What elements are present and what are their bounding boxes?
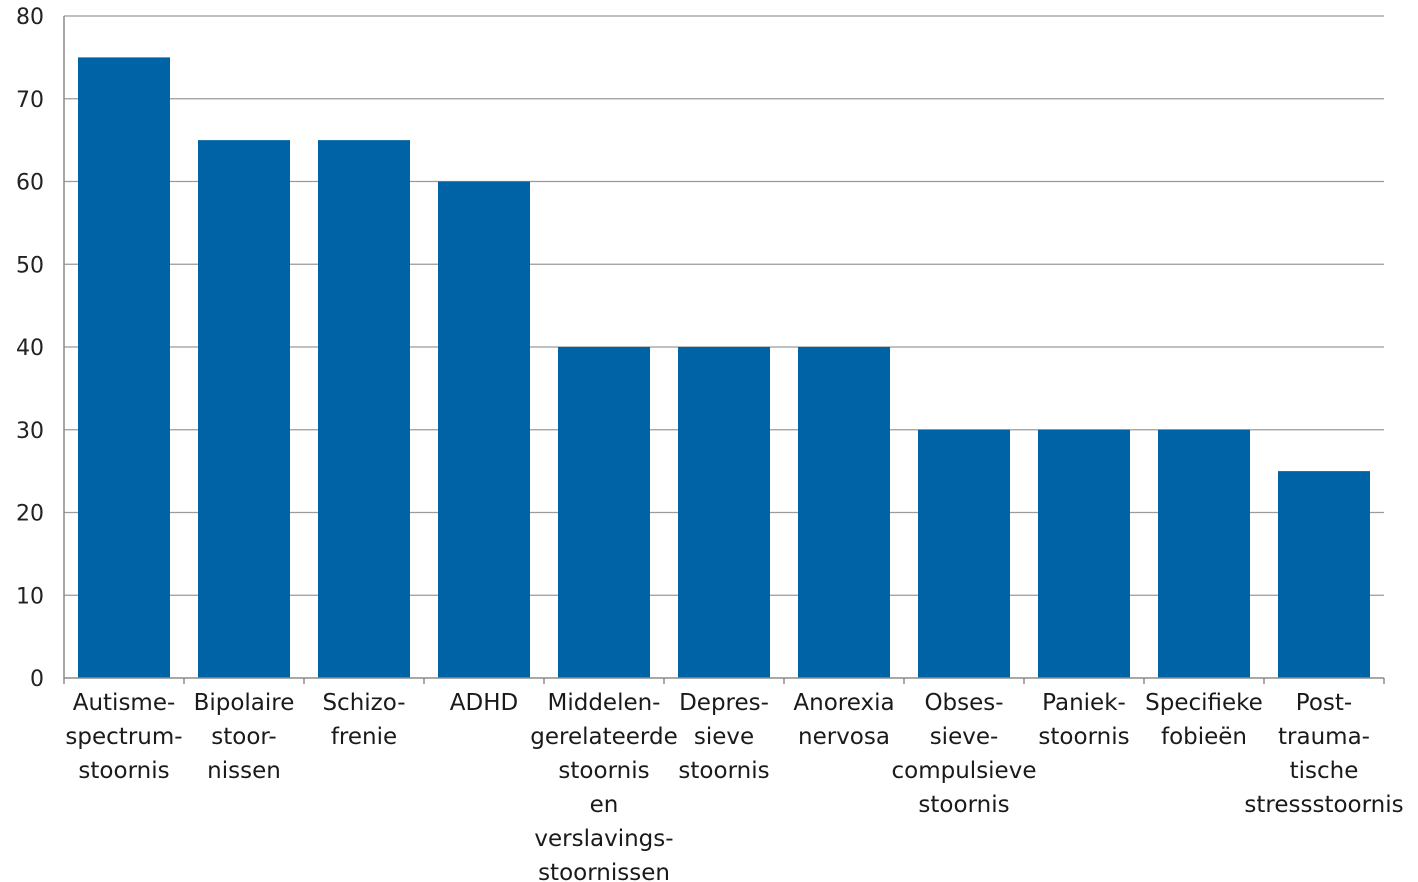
- x-category-label-line: Post-: [1296, 690, 1352, 716]
- bar: [438, 181, 530, 678]
- x-category-label-line: ADHD: [450, 690, 518, 716]
- x-category-label-line: en: [590, 792, 619, 818]
- x-category-label-line: Schizo-: [322, 690, 405, 716]
- x-category-label-line: Depres-: [679, 690, 769, 716]
- x-category-label: Bipolaire stoor-nissen: [194, 690, 295, 784]
- x-category-label-line: nervosa: [798, 724, 890, 750]
- x-category-label-line: compulsieve: [892, 758, 1037, 784]
- y-tick-label: 20: [16, 502, 44, 527]
- x-category-label-line: stoornis: [78, 758, 169, 784]
- x-category-label: Schizo-frenie: [322, 690, 405, 750]
- x-category-label-line: stoornis: [558, 758, 649, 784]
- y-tick-label: 50: [16, 253, 44, 278]
- x-category-label-line: Bipolaire: [194, 690, 295, 716]
- y-tick-label: 10: [16, 584, 44, 609]
- bar: [318, 140, 410, 678]
- x-category-label: ADHD: [450, 690, 518, 716]
- x-category-label-line: verslavings-: [534, 826, 673, 852]
- x-category-label-line: stoornissen: [538, 860, 670, 882]
- y-tick-label: 80: [16, 5, 44, 30]
- x-category-label: Paniek-stoornis: [1038, 690, 1129, 750]
- x-category-label-line: stoornis: [918, 792, 1009, 818]
- x-category-label-line: fobieën: [1161, 724, 1247, 750]
- x-category-label-line: gerelateerde: [530, 724, 677, 750]
- x-category-label-line: sieve: [694, 724, 754, 750]
- x-category-labels: Autisme-spectrum-stoornis Bipolaire stoor-…: [65, 690, 1403, 882]
- x-category-label: Specifieke fobieën: [1145, 690, 1263, 750]
- bar: [678, 347, 770, 678]
- x-category-label-line: Anorexia: [793, 690, 894, 716]
- y-tick-labels: 0 10 20 30 40 50 60 70 80: [16, 5, 44, 692]
- x-category-label-line: trauma-: [1278, 724, 1370, 750]
- bar: [1158, 429, 1250, 678]
- x-category-label-line: nissen: [207, 758, 281, 784]
- x-category-label-line: stoor-: [211, 724, 276, 750]
- x-category-label-line: spectrum-: [65, 724, 182, 750]
- x-category-label-line: sieve-: [930, 724, 999, 750]
- x-category-label-line: stoornis: [1038, 724, 1129, 750]
- x-category-label: Anorexia nervosa: [793, 690, 894, 750]
- bar: [558, 347, 650, 678]
- bar: [198, 140, 290, 678]
- x-category-label-line: Obses-: [924, 690, 1003, 716]
- x-category-label-line: Middelen-: [547, 690, 660, 716]
- y-tick-label: 40: [16, 336, 44, 361]
- x-category-label: Post-trauma-tische stressstoornis: [1244, 690, 1403, 818]
- x-category-label-line: stoornis: [678, 758, 769, 784]
- x-category-label: Obses-sieve-compulsieve stoornis: [892, 690, 1037, 818]
- y-tick-label: 60: [16, 171, 44, 196]
- x-category-label: Middelen-gerelateerde stoornis en verslavin…: [530, 690, 677, 882]
- axes: [63, 16, 1385, 684]
- x-category-label-line: tische: [1290, 758, 1359, 784]
- bar: [1038, 429, 1130, 678]
- x-category-label-line: frenie: [331, 724, 397, 750]
- x-category-label: Autisme-spectrum-stoornis: [65, 690, 182, 784]
- x-category-label: Depres-sieve stoornis: [678, 690, 769, 784]
- x-category-label-line: Specifieke: [1145, 690, 1263, 716]
- bar: [798, 347, 890, 678]
- y-tick-label: 0: [30, 667, 44, 692]
- bar: [918, 429, 1010, 678]
- x-category-label-line: Paniek-: [1042, 690, 1126, 716]
- x-category-label-line: Autisme-: [73, 690, 176, 716]
- bars: [78, 57, 1370, 678]
- bar: [78, 57, 170, 678]
- y-tick-label: 30: [16, 419, 44, 444]
- x-category-label-line: stressstoornis: [1244, 792, 1403, 818]
- y-tick-label: 70: [16, 88, 44, 113]
- bar: [1278, 471, 1370, 678]
